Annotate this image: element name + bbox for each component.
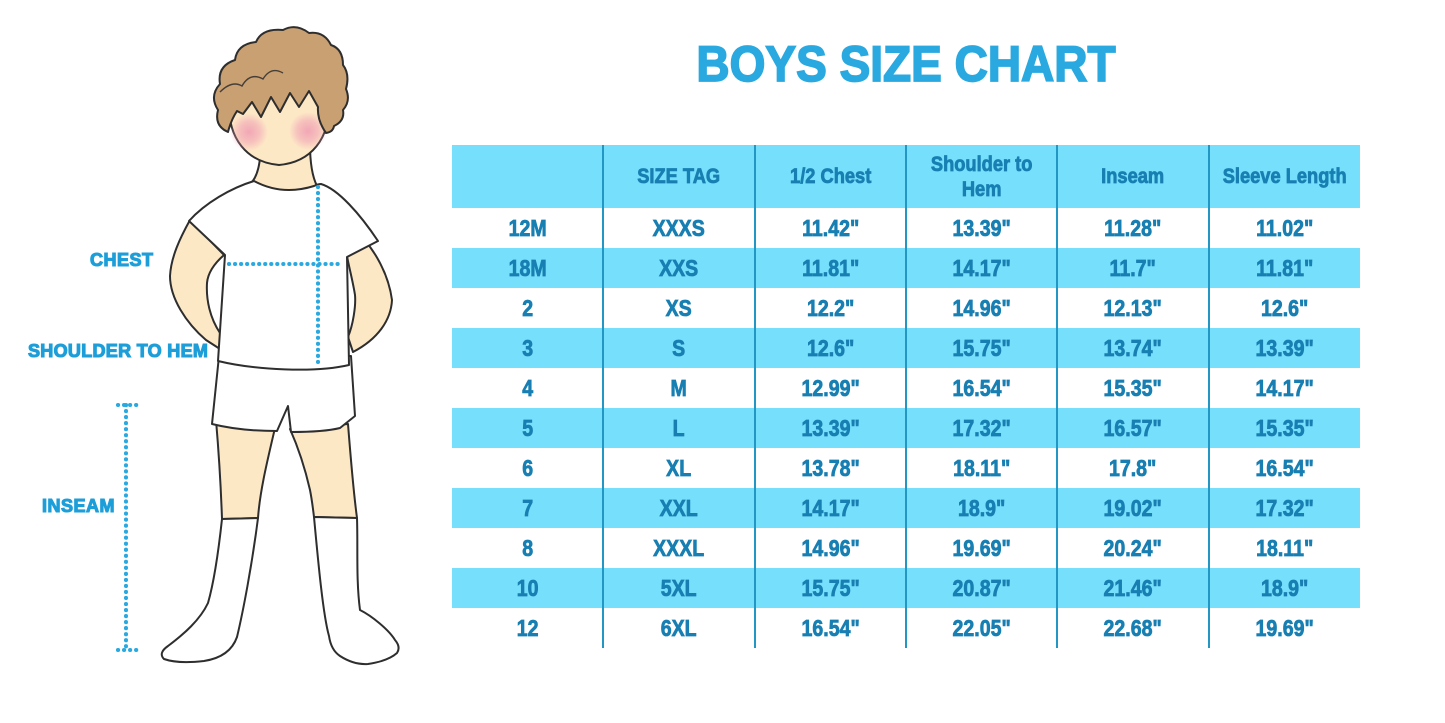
svg-text:CHEST: CHEST <box>90 250 154 270</box>
svg-text:SHOULDER TO HEM: SHOULDER TO HEM <box>28 341 208 361</box>
svg-text:INSEAM: INSEAM <box>42 496 115 516</box>
